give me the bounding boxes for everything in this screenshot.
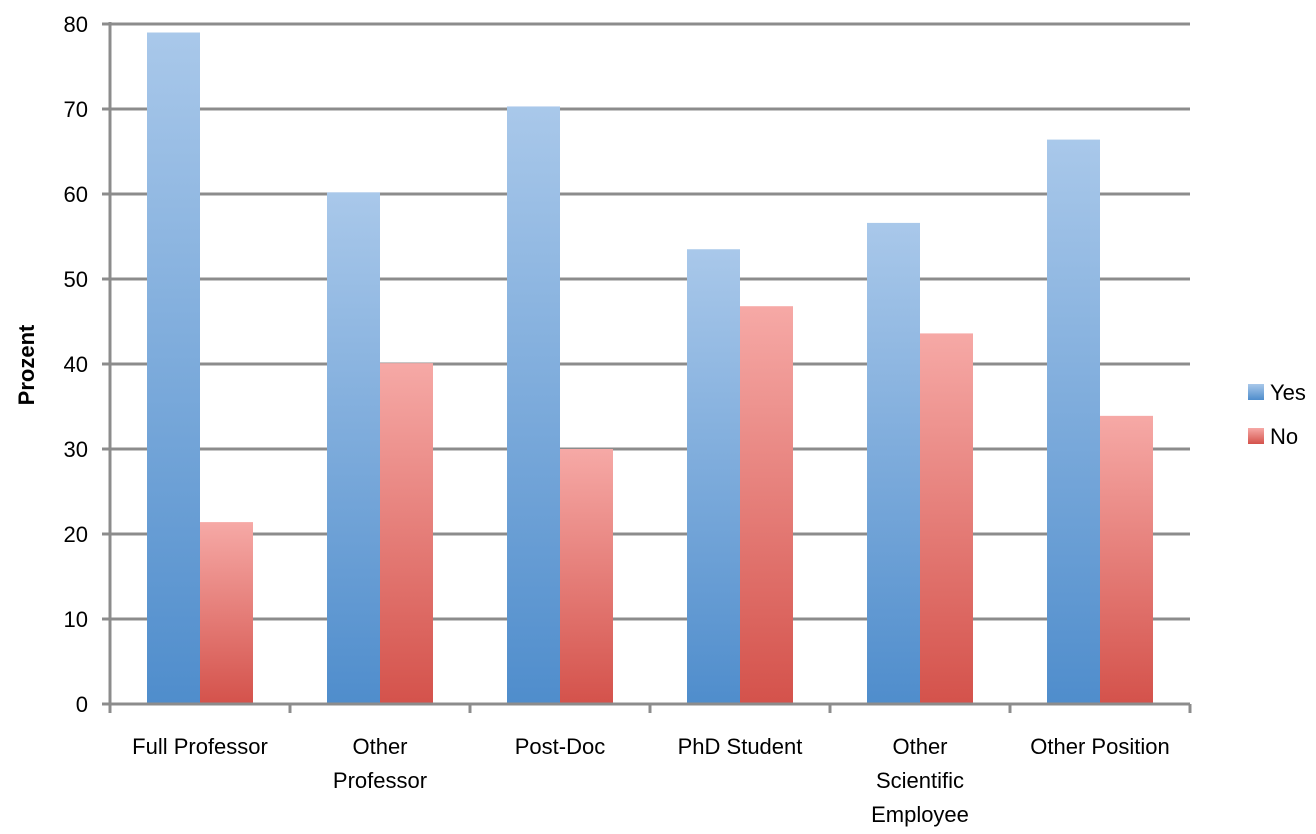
bar-yes: [327, 192, 380, 705]
bar-yes: [687, 249, 740, 704]
y-tick-label: 20: [64, 522, 88, 547]
bar-no: [380, 363, 433, 704]
y-tick-label: 0: [76, 692, 88, 717]
bar-yes: [1047, 139, 1100, 705]
legend-swatch-no: [1248, 428, 1264, 444]
x-category-label: Scientific: [876, 768, 964, 793]
y-tick-label: 80: [64, 12, 88, 37]
x-category-labels: Full Professor Other Professor Post-Doc PhD …: [132, 734, 1170, 827]
x-category-label: Other: [352, 734, 407, 759]
y-axis-label: Prozent: [14, 324, 39, 405]
legend-label-yes: Yes: [1270, 380, 1306, 405]
bar-yes: [507, 106, 560, 704]
y-tick-label: 10: [64, 607, 88, 632]
bar-no: [920, 333, 973, 704]
axes: [102, 22, 1192, 713]
x-category-label: Full Professor: [132, 734, 268, 759]
y-tick-label: 40: [64, 352, 88, 377]
bar-no: [560, 449, 613, 704]
legend: Yes No: [1248, 380, 1306, 449]
y-tick-label: 50: [64, 267, 88, 292]
y-tick-labels: 0 10 20 30 40 50 60 70 80: [64, 12, 88, 717]
bar-no: [1100, 415, 1153, 704]
gridlines: [110, 22, 1190, 621]
bar-no: [200, 522, 253, 704]
x-category-label: Post-Doc: [515, 734, 605, 759]
bar-yes: [867, 222, 920, 704]
x-category-label: Employee: [871, 802, 969, 827]
y-tick-label: 70: [64, 97, 88, 122]
y-tick-label: 30: [64, 437, 88, 462]
bar-yes: [147, 32, 200, 704]
x-category-label: Other: [892, 734, 947, 759]
y-tick-label: 60: [64, 182, 88, 207]
bars: [147, 32, 1153, 705]
bar-no: [740, 306, 793, 704]
legend-swatch-yes: [1248, 384, 1264, 400]
legend-label-no: No: [1270, 424, 1298, 449]
x-category-label: PhD Student: [678, 734, 803, 759]
x-category-label: Other Position: [1030, 734, 1169, 759]
x-category-label: Professor: [333, 768, 427, 793]
